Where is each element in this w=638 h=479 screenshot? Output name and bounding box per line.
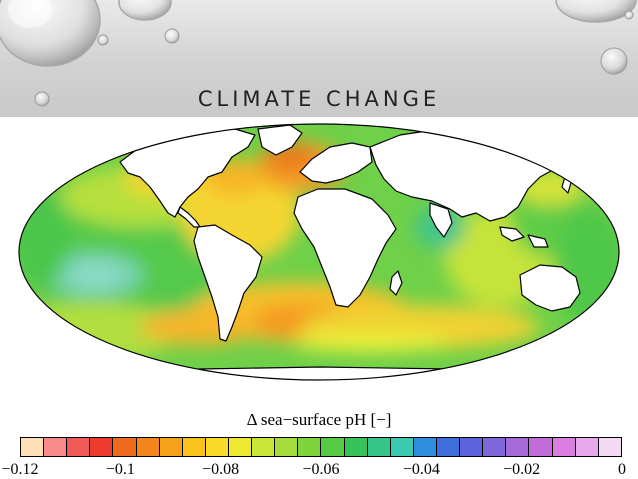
colorbar-cell (321, 438, 345, 456)
colorbar-title: Δ sea−surface pH [−] (246, 410, 392, 429)
colorbar-cell (367, 438, 391, 456)
colorbar-cell (460, 438, 484, 456)
colorbar-cell (298, 438, 322, 456)
colorbar-cell (252, 438, 276, 456)
colorbar-cell (390, 438, 414, 456)
colorbar-cell (436, 438, 461, 456)
colorbar-tick-label: −0.02 (503, 461, 541, 478)
colorbar-tick-label: −0.06 (302, 461, 340, 478)
colorbar-tick-label: 0 (618, 461, 626, 478)
colorbar-tick-label: −0.12 (1, 461, 39, 478)
colorbar-cell (413, 438, 437, 456)
colorbar-cell (67, 438, 91, 456)
slide-header: CLIMATE CHANGE (0, 0, 638, 117)
colorbar-cell (344, 438, 368, 456)
ocean-field (19, 124, 619, 380)
colorbar-cell (275, 438, 299, 456)
colorbar-cell (506, 438, 530, 456)
colorbar-cell (598, 438, 621, 456)
colorbar-cell (228, 438, 253, 456)
colorbar-tick-label: −0.04 (402, 461, 440, 478)
colorbar-cell (21, 438, 45, 456)
colorbar-cell (44, 438, 68, 456)
colorbar-tick-label: −0.08 (202, 461, 240, 478)
colorbar-cell (159, 438, 183, 456)
ph-change-world-map (0, 117, 638, 387)
map-border (18, 123, 620, 381)
colorbar-cell (575, 438, 599, 456)
slide-title: CLIMATE CHANGE (197, 87, 441, 111)
map-svg (18, 123, 620, 381)
colorbar-cell (483, 438, 507, 456)
colorbar-cell (552, 438, 576, 456)
colorbar-cell (529, 438, 553, 456)
colorbar-cell (136, 438, 160, 456)
colorbar-cell (90, 438, 114, 456)
colorbar-tick-label: −0.1 (105, 461, 135, 478)
decorative-bubbles (0, 0, 637, 107)
colorbar-tick-labels: −0.12 −0.1 −0.08 −0.06 −0.04 −0.02 0 (0, 461, 638, 479)
colorbar (20, 437, 622, 457)
colorbar-cell (205, 438, 229, 456)
colorbar-cell (113, 438, 137, 456)
colorbar-cell (182, 438, 206, 456)
